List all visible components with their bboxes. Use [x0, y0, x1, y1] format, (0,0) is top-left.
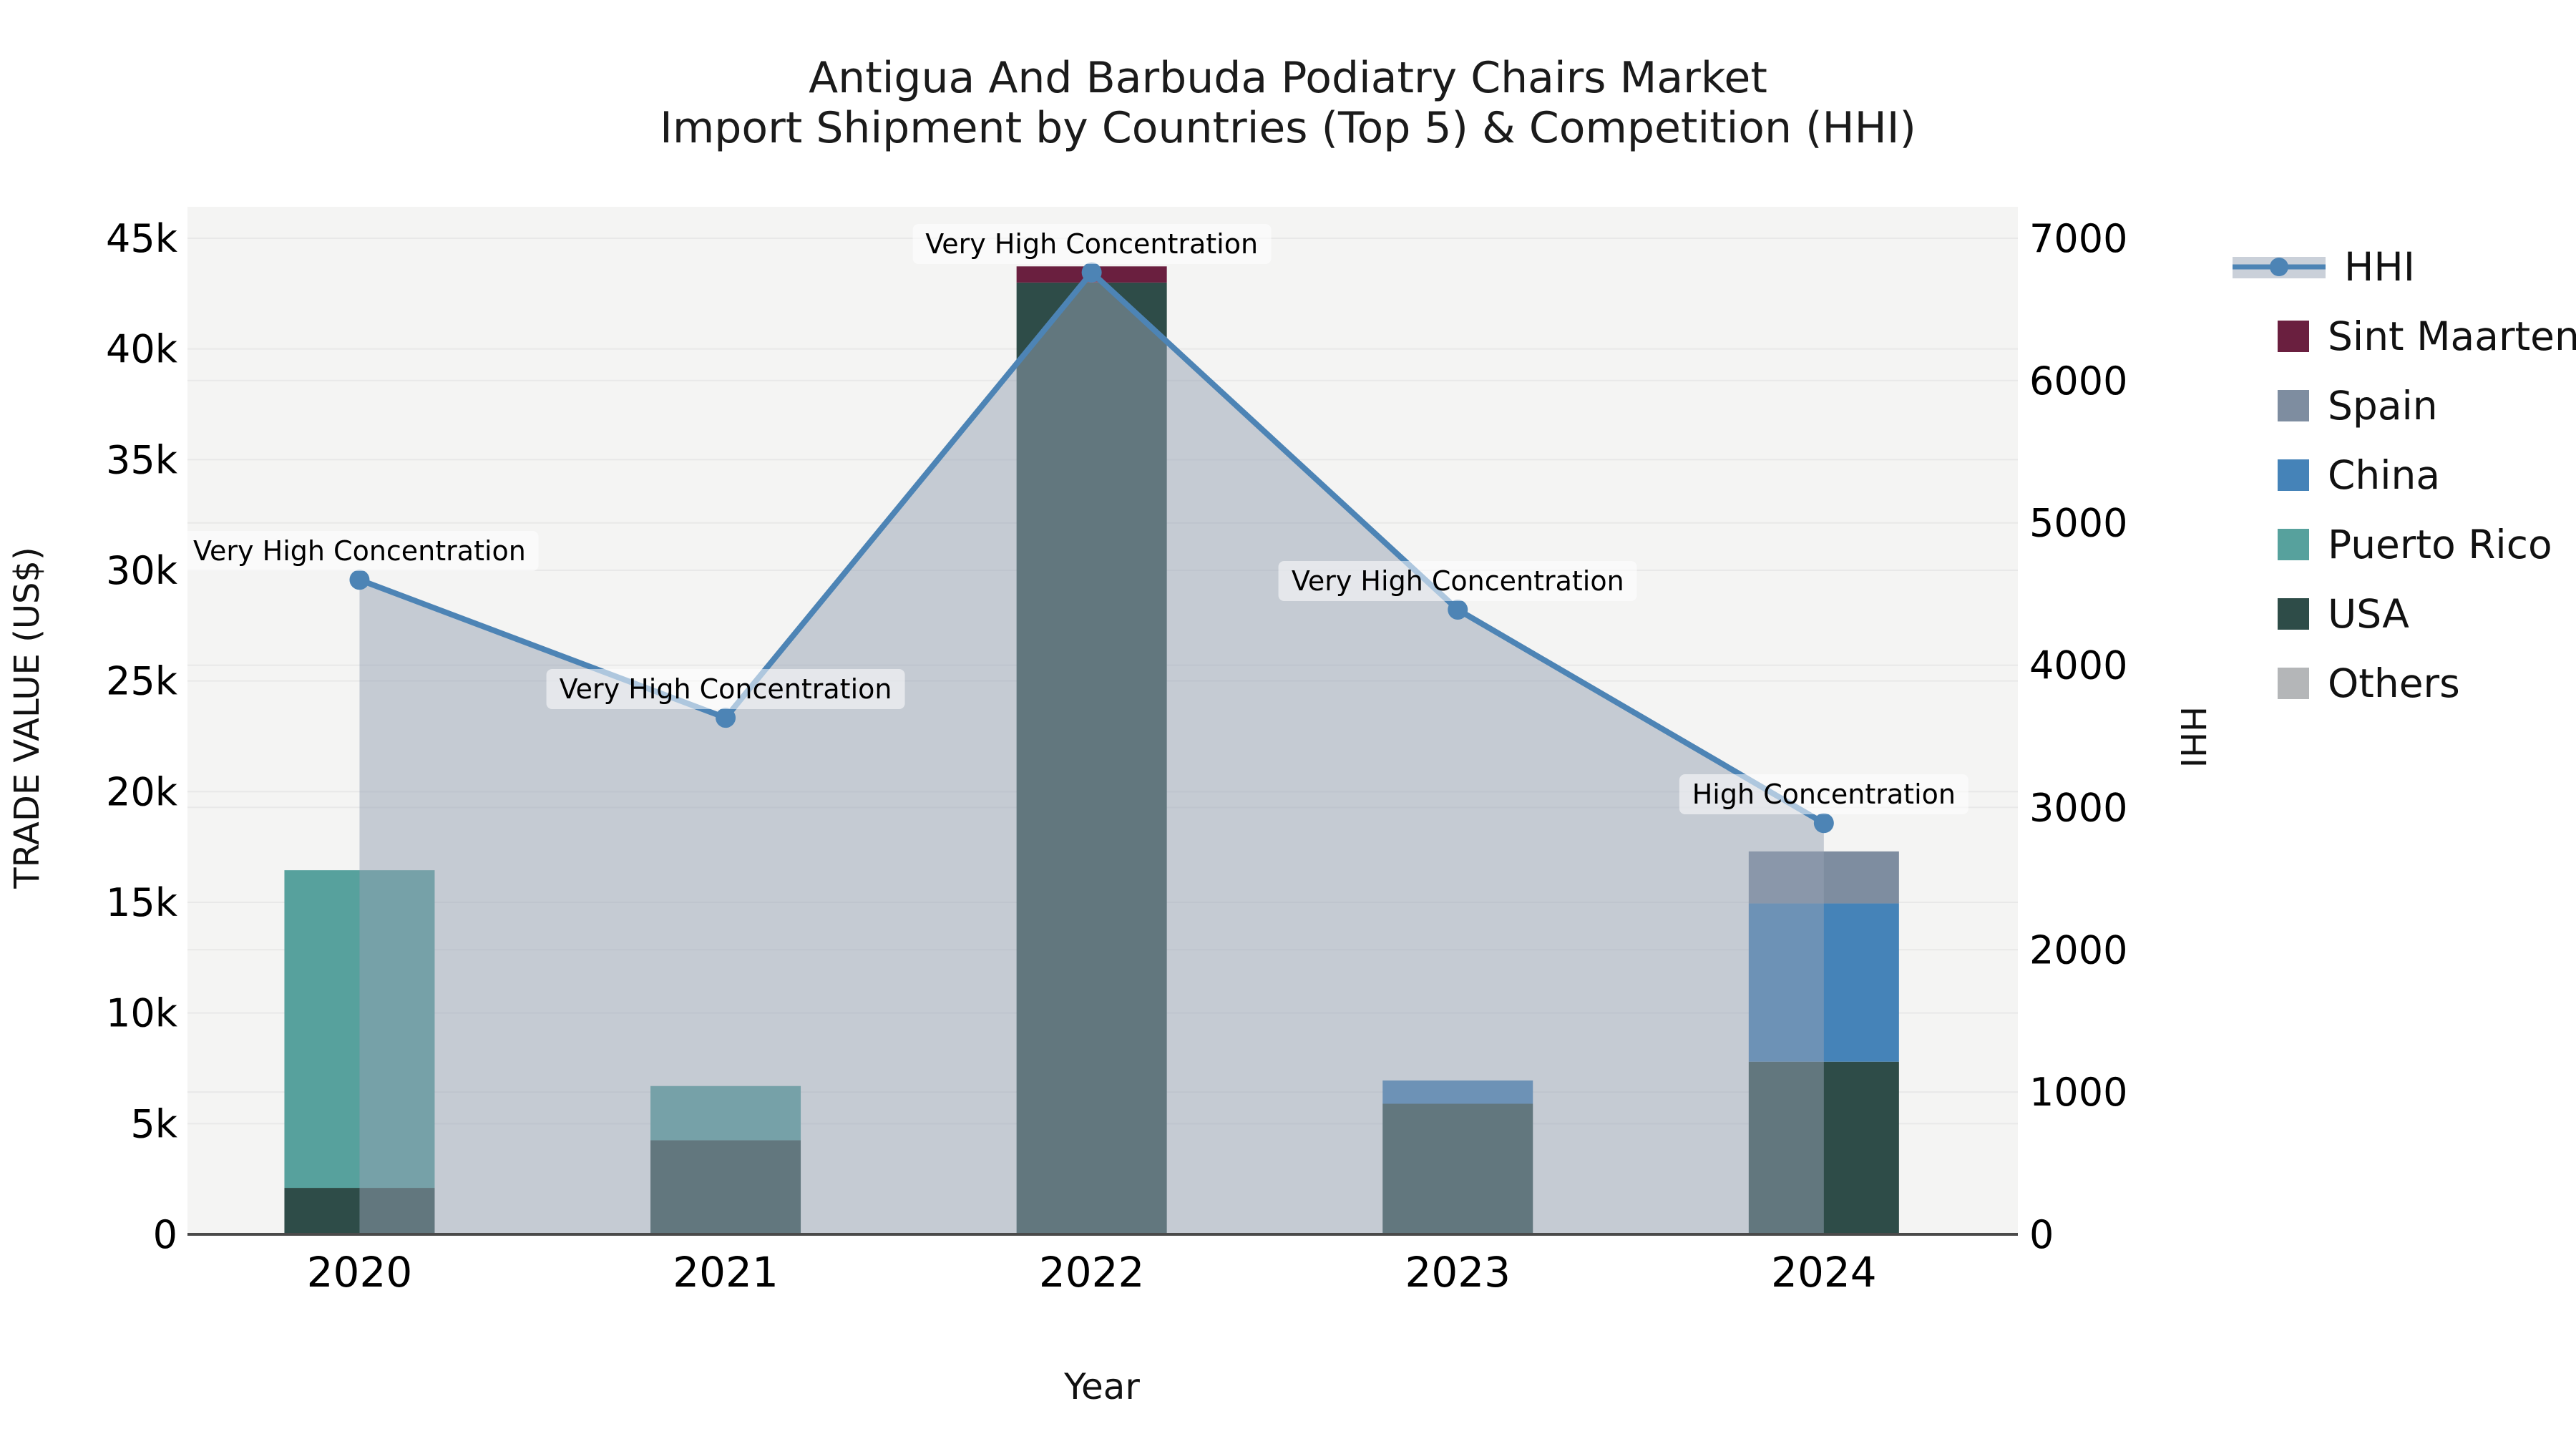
left-tick-label: 0	[153, 1212, 177, 1257]
legend-swatch-spain	[2278, 390, 2309, 421]
legend-label-sint-maarten: Sint Maarten	[2328, 313, 2576, 359]
hhi-point-2022[interactable]	[1081, 262, 1102, 283]
legend-label-hhi: HHI	[2344, 244, 2415, 290]
legend-item-hhi[interactable]: HHI	[2233, 243, 2415, 291]
chart-title-line1: Antigua And Barbuda Podiatry Chairs Mark…	[809, 53, 1767, 103]
left-tick-label: 30k	[106, 548, 178, 593]
left-tick-label: 15k	[106, 880, 178, 925]
right-tick-label: 0	[2029, 1212, 2054, 1257]
annotation-2021: Very High Concentration	[546, 669, 905, 710]
left-tick-label: 45k	[106, 216, 178, 261]
x-tick-label-2021: 2021	[673, 1248, 779, 1297]
annotation-2022: Very High Concentration	[912, 223, 1272, 264]
legend-swatch-others	[2278, 668, 2309, 699]
left-tick-label: 5k	[130, 1101, 177, 1146]
legend-swatch-puerto-rico	[2278, 529, 2309, 560]
left-tick-label: 20k	[106, 769, 178, 814]
legend-item-sint-maarten[interactable]: Sint Maarten	[2233, 312, 2576, 361]
right-tick-label: 4000	[2029, 643, 2127, 688]
legend-label-others: Others	[2328, 660, 2460, 706]
x-tick-label-2024: 2024	[1771, 1248, 1877, 1297]
left-tick-label: 35k	[106, 437, 178, 482]
legend-label-china: China	[2328, 452, 2441, 498]
legend-item-usa[interactable]: USA	[2233, 590, 2409, 638]
right-tick-label: 6000	[2029, 358, 2127, 404]
legend-swatch-china	[2278, 459, 2309, 491]
left-tick-label: 40k	[106, 327, 178, 372]
x-axis-title: Year	[1064, 1366, 1140, 1407]
annotation-2024: High Concentration	[1679, 774, 1968, 815]
chart-title-line2: Import Shipment by Countries (Top 5) & C…	[660, 103, 1916, 153]
hhi-point-2020[interactable]	[349, 570, 370, 590]
chart-title: Antigua And Barbuda Podiatry Chairs Mark…	[0, 53, 2576, 153]
annotation-2023: Very High Concentration	[1278, 561, 1637, 602]
right-tick-label: 2000	[2029, 927, 2127, 972]
right-tick-label: 1000	[2029, 1070, 2127, 1115]
legend-label-spain: Spain	[2328, 383, 2438, 429]
annotation-2020: Very High Concentration	[180, 531, 539, 572]
x-tick-label-2022: 2022	[1039, 1248, 1145, 1297]
legend-item-spain[interactable]: Spain	[2233, 381, 2438, 430]
hhi-point-2021[interactable]	[716, 708, 736, 728]
legend-label-puerto-rico: Puerto Rico	[2328, 522, 2552, 567]
x-tick-label-2020: 2020	[307, 1248, 413, 1297]
legend-item-china[interactable]: China	[2233, 451, 2440, 499]
hhi-legend-glyph	[2233, 257, 2326, 278]
left-axis-title: TRADE VALUE (US$)	[7, 547, 47, 889]
legend-item-puerto-rico[interactable]: Puerto Rico	[2233, 520, 2552, 569]
left-tick-label: 10k	[106, 991, 178, 1036]
legend-label-usa: USA	[2328, 591, 2409, 637]
legend-swatch-sint-maarten	[2278, 321, 2309, 352]
legend-swatch-usa	[2278, 598, 2309, 630]
x-tick-label-2023: 2023	[1405, 1248, 1511, 1297]
left-tick-label: 25k	[106, 659, 178, 704]
hhi-point-2023[interactable]	[1448, 600, 1468, 620]
legend-item-others[interactable]: Others	[2233, 659, 2460, 708]
right-axis-title: HHI	[2172, 706, 2212, 769]
right-tick-label: 3000	[2029, 785, 2127, 830]
right-tick-label: 5000	[2029, 501, 2127, 546]
hhi-point-2024[interactable]	[1813, 813, 1834, 834]
hhi-area-fill	[359, 272, 1824, 1234]
right-tick-label: 7000	[2029, 216, 2127, 261]
